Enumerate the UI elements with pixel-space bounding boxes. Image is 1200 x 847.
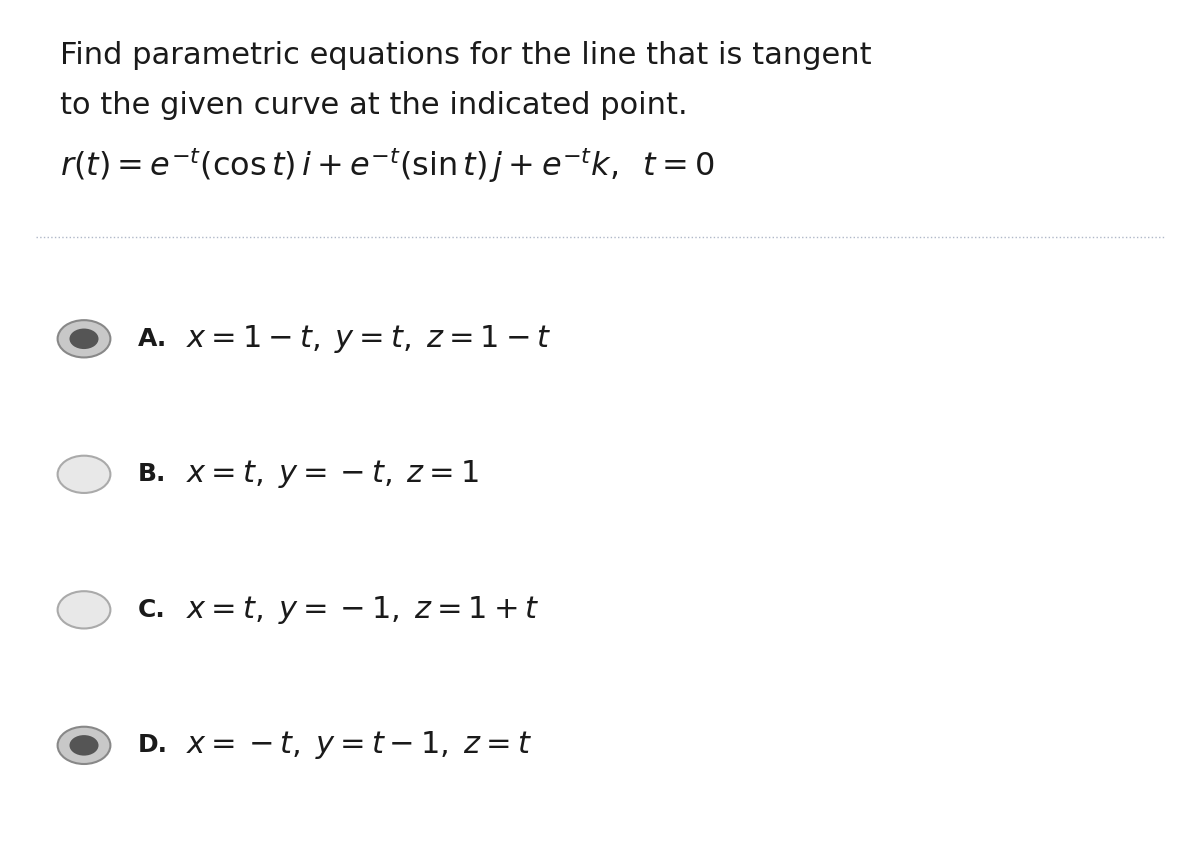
- Circle shape: [58, 591, 110, 628]
- Text: $x = 1 - t,\; y = t,\; z = 1 - t$: $x = 1 - t,\; y = t,\; z = 1 - t$: [186, 323, 552, 355]
- Circle shape: [58, 456, 110, 493]
- Circle shape: [58, 320, 110, 357]
- Text: to the given curve at the indicated point.: to the given curve at the indicated poin…: [60, 91, 688, 120]
- Text: C.: C.: [138, 598, 166, 622]
- Circle shape: [70, 329, 98, 349]
- Text: $x = t,\; y = -t,\; z = 1$: $x = t,\; y = -t,\; z = 1$: [186, 458, 479, 490]
- Text: Find parametric equations for the line that is tangent: Find parametric equations for the line t…: [60, 41, 871, 69]
- Circle shape: [70, 735, 98, 756]
- Text: A.: A.: [138, 327, 167, 351]
- Text: $r(t) = e^{-t}(\cos t)\,i + e^{-t}(\sin t)\,j + e^{-t}k,\;\; t = 0$: $r(t) = e^{-t}(\cos t)\,i + e^{-t}(\sin …: [60, 146, 715, 185]
- Text: D.: D.: [138, 734, 168, 757]
- Text: B.: B.: [138, 462, 167, 486]
- Text: $x = t,\; y = -1,\; z = 1 + t$: $x = t,\; y = -1,\; z = 1 + t$: [186, 594, 540, 626]
- Text: $x = -t,\; y = t - 1,\; z = t$: $x = -t,\; y = t - 1,\; z = t$: [186, 729, 532, 761]
- Circle shape: [58, 727, 110, 764]
